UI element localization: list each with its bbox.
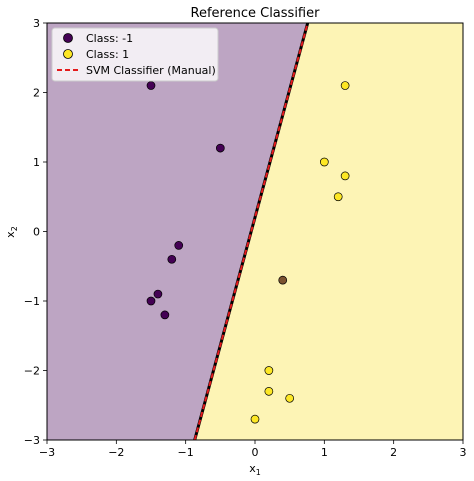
series-1-point-7 [250, 414, 260, 424]
x-tick-label-2: −1 [178, 446, 194, 459]
series-1-point-5 [264, 387, 274, 396]
series-1-point-1 [319, 157, 329, 167]
series-1-point-4 [264, 366, 274, 375]
y-tick-label-4: 1 [33, 156, 40, 169]
series-1-point-6 [285, 393, 295, 403]
class-negative-region [47, 23, 308, 440]
y-axis-label-sub: 2 [10, 226, 19, 231]
series-0-point-6 [160, 310, 170, 320]
x-tick-label-4: 1 [321, 446, 328, 459]
legend-label-class-positive: Class: 1 [86, 48, 129, 61]
x-tick-label-5: 2 [390, 446, 397, 459]
y-axis-label-main: x [4, 231, 17, 238]
series-0-point-5 [146, 296, 156, 306]
x-tick-label-0: −3 [39, 446, 55, 459]
chart-title: Reference Classifier [191, 6, 321, 21]
series-0-point-0 [146, 81, 156, 90]
legend-marker-class-positive [63, 49, 73, 59]
y-tick-label-6: 3 [33, 17, 40, 30]
series-1-point-3 [333, 192, 343, 202]
x-axis-label: x1 [249, 462, 261, 477]
x-tick-label-6: 3 [460, 446, 467, 459]
data-points [146, 81, 350, 424]
y-tick-label-1: −2 [24, 365, 40, 378]
series-0-point-2 [174, 241, 184, 250]
svm-classifier-line [193, 23, 309, 440]
legend: Class: -1 Class: 1 SVM Classifier (Manua… [51, 27, 219, 82]
legend-marker-class-negative [63, 33, 73, 43]
x-axis-label-sub: 1 [256, 468, 261, 477]
series-0-point-1 [215, 143, 225, 153]
series-1-point-2 [340, 171, 350, 181]
series-0-point-4 [153, 289, 163, 299]
misclassified-point [278, 275, 288, 285]
x-axis-ticks: −3 −2 −1 0 1 2 3 [39, 440, 467, 459]
y-tick-label-0: −3 [24, 434, 40, 447]
legend-box [51, 27, 219, 82]
x-tick-label-3: 0 [252, 446, 259, 459]
y-axis-label: x2 [4, 226, 19, 238]
legend-label-class-negative: Class: -1 [86, 32, 133, 45]
y-tick-label-5: 2 [33, 87, 40, 100]
y-tick-label-3: 0 [33, 226, 40, 239]
x-tick-label-1: −2 [108, 446, 124, 459]
y-axis-ticks: −3 −2 −1 0 1 2 3 [24, 17, 47, 447]
series-0-point-3 [167, 254, 177, 264]
plot-area [47, 23, 463, 440]
class-positive-region [194, 23, 463, 440]
legend-label-svm-line: SVM Classifier (Manual) [86, 64, 216, 77]
series-1-point-0 [340, 81, 350, 90]
x-axis-label-main: x [249, 462, 256, 475]
y-tick-label-2: −1 [24, 295, 40, 308]
